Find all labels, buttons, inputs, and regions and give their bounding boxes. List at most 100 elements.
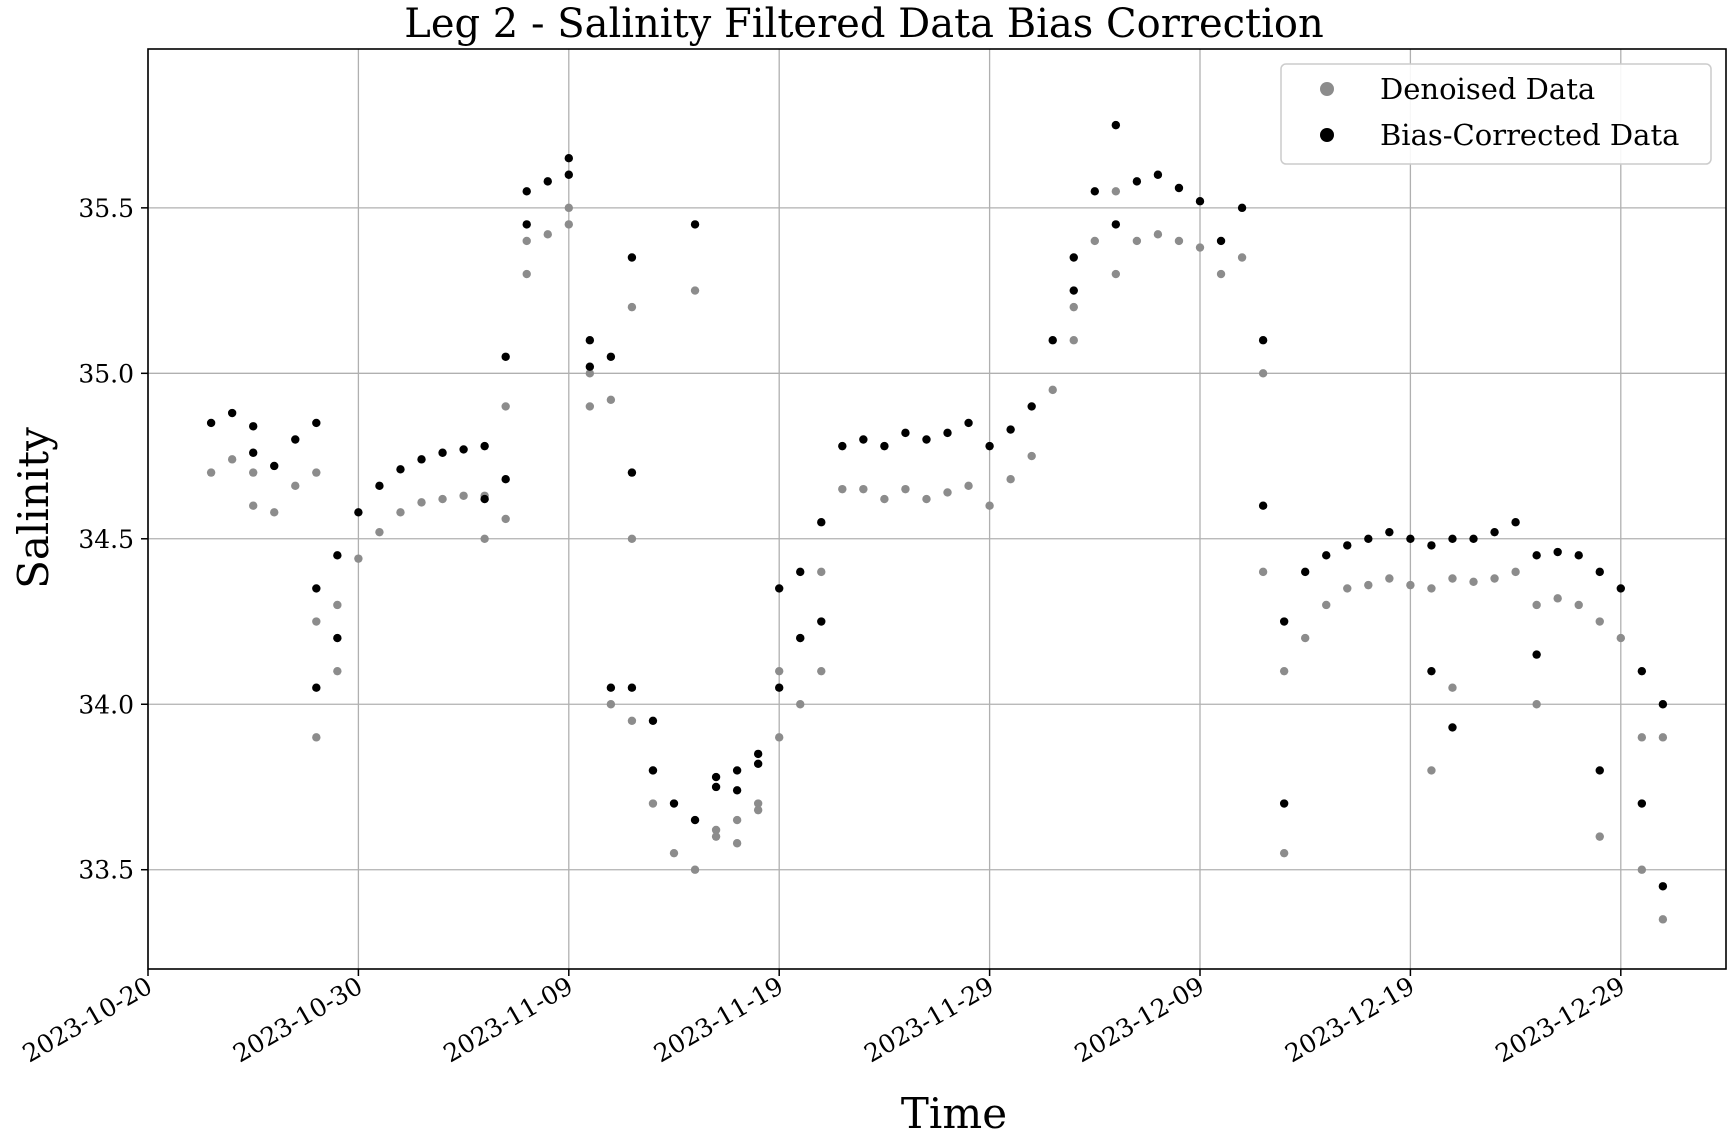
scatter-point xyxy=(1406,534,1415,543)
scatter-point xyxy=(1174,183,1184,193)
scatter-point xyxy=(711,832,721,841)
scatter-point xyxy=(312,584,321,593)
scatter-point xyxy=(1132,177,1142,186)
scatter-point xyxy=(1490,527,1499,537)
scatter-point xyxy=(1069,302,1078,312)
scatter-point xyxy=(1048,336,1057,345)
scatter-point xyxy=(690,286,700,295)
scatter-point xyxy=(901,428,910,438)
scatter-point xyxy=(1301,567,1310,577)
scatter-point xyxy=(1658,915,1668,924)
scatter-point xyxy=(270,508,279,517)
legend-item-denoised: Denoised Data xyxy=(1320,72,1595,106)
scatter-point xyxy=(206,468,216,477)
scatter-point xyxy=(817,567,826,577)
scatter-point xyxy=(711,782,721,792)
scatter-point xyxy=(1532,700,1541,709)
scatter-point xyxy=(375,481,384,491)
scatter-point xyxy=(711,772,721,782)
x-tick-label: 2023-12-29 xyxy=(1490,971,1629,1068)
scatter-point xyxy=(1511,567,1520,577)
scatter-point xyxy=(859,484,868,494)
scatter-point xyxy=(1385,527,1394,537)
x-axis-label: Time xyxy=(901,1089,1007,1137)
scatter-point xyxy=(1637,865,1647,874)
scatter-point xyxy=(1279,666,1289,676)
scatter-point xyxy=(1532,650,1541,659)
scatter-point xyxy=(1195,197,1205,206)
scatter-point xyxy=(775,733,784,742)
scatter-point xyxy=(501,402,510,411)
scatter-point xyxy=(480,441,489,451)
scatter-point xyxy=(1448,683,1457,692)
scatter-point xyxy=(1637,799,1647,808)
scatter-point xyxy=(1258,336,1268,345)
scatter-point xyxy=(1595,617,1604,626)
x-tick-label: 2023-10-30 xyxy=(228,971,367,1068)
scatter-point xyxy=(1553,594,1562,603)
scatter-point xyxy=(690,865,700,874)
scatter-point xyxy=(943,488,952,497)
scatter-point xyxy=(838,441,847,451)
scatter-point xyxy=(606,352,616,361)
scatter-point xyxy=(1448,574,1457,583)
scatter-point xyxy=(880,494,889,504)
scatter-point xyxy=(690,220,700,229)
scatter-point xyxy=(438,448,447,457)
scatter-point xyxy=(1658,733,1668,742)
scatter-point xyxy=(312,683,321,692)
scatter-point xyxy=(1385,574,1394,583)
scatter-point xyxy=(753,759,763,769)
scatter-point xyxy=(564,220,573,229)
legend-label-bias-corrected: Bias-Corrected Data xyxy=(1380,118,1679,152)
scatter-point xyxy=(1027,402,1036,411)
scatter-point xyxy=(1616,584,1626,593)
scatter-point xyxy=(206,418,216,428)
scatter-point xyxy=(1069,253,1078,262)
scatter-point xyxy=(606,683,616,692)
scatter-point xyxy=(1153,170,1163,179)
series-denoised xyxy=(206,187,1668,924)
x-axis-ticks: 2023-10-20 2023-10-30 2023-11-09 2023-11-19… xyxy=(18,969,1630,1068)
scatter-point xyxy=(543,177,552,186)
scatter-point xyxy=(796,633,805,643)
scatter-point xyxy=(732,786,742,795)
scatter-point xyxy=(1637,666,1647,676)
scatter-point xyxy=(1364,534,1373,543)
y-tick-label: 35.5 xyxy=(78,194,134,223)
scatter-point xyxy=(775,584,784,593)
scatter-point xyxy=(501,352,510,361)
legend-box xyxy=(1280,63,1712,165)
scatter-point xyxy=(732,839,742,848)
scatter-point xyxy=(227,408,237,418)
scatter-point xyxy=(690,815,700,825)
scatter-point xyxy=(585,369,595,378)
scatter-point xyxy=(606,700,616,709)
scatter-point xyxy=(1427,666,1436,676)
x-tick-label: 2023-11-29 xyxy=(859,971,998,1068)
scatter-point xyxy=(396,508,405,517)
scatter-point xyxy=(1658,700,1668,709)
scatter-point xyxy=(922,494,931,504)
scatter-point xyxy=(1027,451,1036,461)
scatter-point xyxy=(1006,425,1015,434)
scatter-point xyxy=(564,154,573,163)
scatter-point xyxy=(312,418,321,428)
y-tick-label: 34.5 xyxy=(78,525,134,554)
scatter-point xyxy=(227,455,237,464)
scatter-point xyxy=(648,716,658,725)
scatter-point xyxy=(1111,269,1121,279)
scatter-point xyxy=(1237,203,1247,213)
scatter-point xyxy=(354,554,363,563)
scatter-point xyxy=(522,236,531,246)
scatter-point xyxy=(606,395,616,404)
scatter-point xyxy=(1406,580,1415,590)
scatter-point xyxy=(354,508,363,517)
scatter-point xyxy=(1174,236,1184,246)
scatter-point xyxy=(1216,236,1226,246)
scatter-point xyxy=(1658,882,1668,891)
scatter-point xyxy=(312,617,321,626)
scatter-point xyxy=(1258,501,1268,510)
scatter-point xyxy=(1574,551,1583,560)
scatter-point xyxy=(564,203,573,213)
